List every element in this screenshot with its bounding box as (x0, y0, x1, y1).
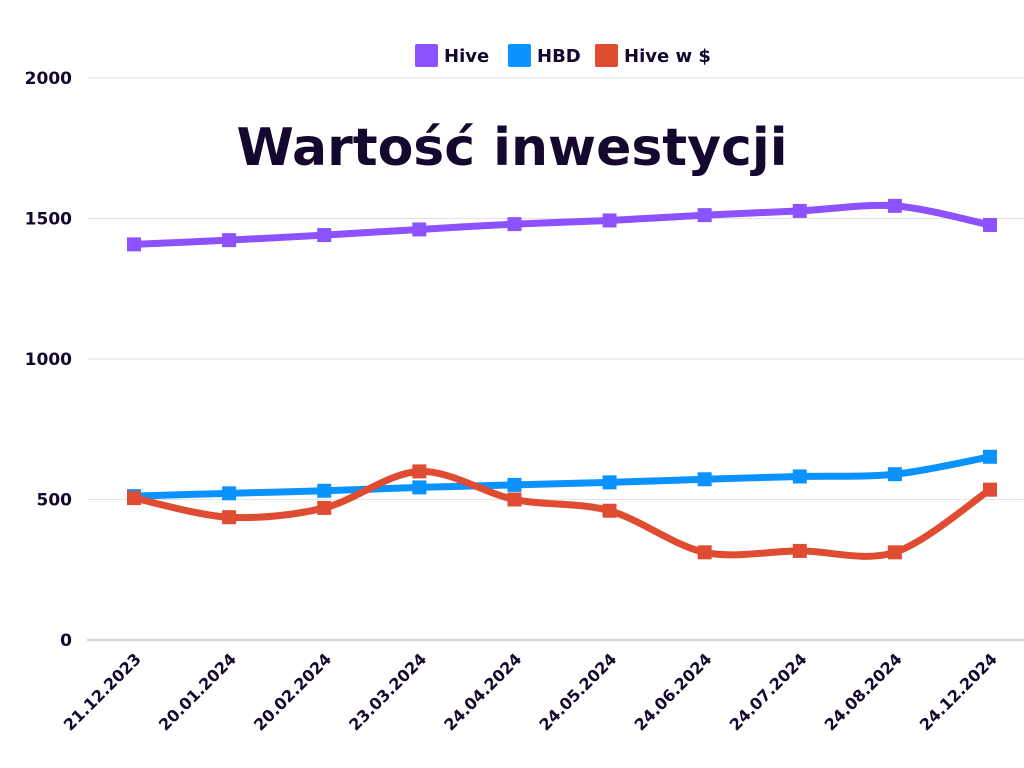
data-point (697, 472, 712, 487)
series-0 (127, 198, 997, 252)
data-point (602, 213, 617, 228)
grid-lines (87, 77, 1024, 641)
x-axis-ticks: 21.12.2023 20.01.2024 20.02.2024 23.03.2024… (60, 649, 1001, 734)
data-point (507, 477, 522, 492)
x-tick-label: 24.05.2024 (535, 649, 620, 734)
data-point (792, 469, 807, 484)
data-point (697, 545, 712, 560)
data-point (317, 228, 332, 243)
data-point (127, 237, 141, 252)
data-point (983, 449, 997, 464)
data-point (222, 510, 237, 525)
data-point (983, 217, 997, 232)
legend-swatch (415, 44, 438, 67)
y-tick-label: 2000 (25, 69, 72, 89)
series-line (130, 201, 994, 248)
series-lines (127, 198, 997, 560)
data-point (127, 491, 141, 506)
chart-title: Wartość inwestycji (236, 118, 787, 178)
legend-swatch (508, 44, 531, 67)
legend-label: Hive (444, 46, 489, 67)
data-point (792, 203, 807, 218)
data-point (222, 486, 237, 501)
x-tick-label: 21.12.2023 (60, 649, 145, 734)
series-line (130, 453, 994, 500)
data-point (887, 467, 902, 482)
y-tick-label: 0 (60, 631, 72, 651)
data-point (602, 503, 617, 518)
x-tick-label: 24.08.2024 (821, 649, 906, 734)
y-tick-label: 500 (37, 491, 73, 511)
data-point (887, 198, 902, 213)
y-tick-label: 1000 (25, 350, 72, 370)
data-point (792, 543, 807, 558)
y-tick-label: 1500 (25, 210, 72, 230)
legend-swatch (595, 44, 618, 67)
y-axis-ticks: 0 500 1000 1500 2000 (25, 69, 72, 651)
data-point (983, 482, 997, 497)
legend: Hive HBD Hive w $ (415, 44, 711, 67)
x-tick-label: 20.02.2024 (250, 649, 335, 734)
data-point (412, 222, 427, 237)
data-point (412, 480, 427, 495)
data-point (507, 217, 522, 232)
data-point (507, 492, 522, 507)
x-tick-label: 24.06.2024 (630, 649, 715, 734)
legend-label: HBD (537, 46, 581, 67)
x-tick-label: 23.03.2024 (345, 649, 430, 734)
data-point (317, 483, 332, 498)
series-2 (127, 464, 997, 560)
x-tick-label: 24.04.2024 (440, 649, 525, 734)
series-1 (127, 449, 997, 504)
legend-label: Hive w $ (624, 46, 711, 67)
data-point (222, 233, 237, 248)
data-point (887, 545, 902, 560)
data-point (412, 464, 427, 479)
x-tick-label: 20.01.2024 (155, 649, 240, 734)
x-tick-label: 24.12.2024 (916, 649, 1001, 734)
data-point (317, 500, 332, 515)
data-point (697, 208, 712, 223)
series-line (130, 467, 994, 560)
data-point (602, 475, 617, 490)
x-tick-label: 24.07.2024 (726, 649, 811, 734)
